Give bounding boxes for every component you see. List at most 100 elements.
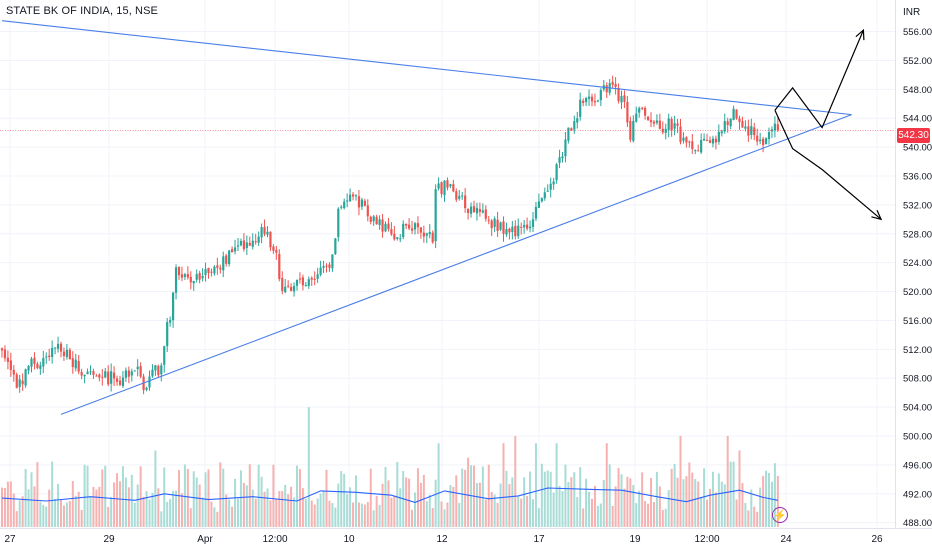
y-tick-label: 540.00 <box>903 143 932 154</box>
candle-body <box>523 224 526 228</box>
candle-body <box>236 245 240 247</box>
candle-body <box>390 229 393 235</box>
candle-body <box>764 138 768 145</box>
volume-bar <box>3 487 6 527</box>
volume-bar <box>703 468 706 527</box>
volume-bar <box>561 491 564 527</box>
volume-bar <box>396 461 399 527</box>
volume-bar <box>738 450 741 527</box>
candle-body <box>614 83 617 87</box>
y-tick-label: 556.00 <box>903 27 932 38</box>
volume-bar <box>304 498 307 527</box>
candle-body <box>711 138 715 144</box>
candle-body <box>136 366 139 370</box>
volume-bar <box>399 488 402 527</box>
candle-body <box>673 123 676 129</box>
volume-bar <box>425 501 428 527</box>
candle-body <box>561 156 564 159</box>
symbol-title[interactable]: STATE BK OF INDIA, 15, NSE <box>6 5 158 17</box>
volume-bar <box>773 463 776 527</box>
candle-body <box>351 194 355 197</box>
candle-body <box>723 121 726 132</box>
x-tick-label: 12:00 <box>262 534 287 545</box>
candle-body <box>210 271 213 273</box>
volume-bar <box>207 469 210 527</box>
candle-body <box>416 223 420 228</box>
candle-body <box>284 286 287 293</box>
volume-bar <box>667 489 670 527</box>
volume-bar <box>464 469 467 527</box>
volume-bar <box>107 506 110 527</box>
volume-bar <box>24 468 27 527</box>
candle-body <box>481 210 484 213</box>
volume-bar <box>228 499 231 527</box>
volume-bar <box>605 443 608 527</box>
volume-bar <box>644 501 647 527</box>
volume-bar <box>408 478 411 527</box>
candle-body <box>74 359 77 369</box>
volume-bar <box>290 486 293 527</box>
volume-bar <box>183 464 186 527</box>
volume-bar <box>278 491 281 527</box>
volume-bar <box>726 436 729 527</box>
volume-bar <box>275 499 278 527</box>
volume-bar <box>148 499 151 527</box>
volume-bar <box>172 490 175 527</box>
volume-bar <box>48 489 51 527</box>
volume-bar <box>647 503 650 527</box>
candle-body <box>360 199 363 207</box>
volume-bar <box>458 502 461 527</box>
y-tick-label: 536.00 <box>903 172 932 183</box>
candle-body <box>18 379 21 387</box>
volume-bar <box>18 500 21 527</box>
volume-bar <box>735 499 738 527</box>
volume-bar <box>269 500 272 527</box>
candle-body <box>617 87 620 102</box>
volume-bar <box>378 504 381 527</box>
candle-body <box>118 380 122 385</box>
volume-bar <box>570 477 573 527</box>
candle-body <box>251 240 254 247</box>
grid <box>0 0 895 528</box>
volume-bar <box>357 502 360 527</box>
volume-bar <box>632 485 635 527</box>
x-tick-label: 24 <box>780 534 792 545</box>
bullish-arrow <box>774 29 864 129</box>
volume-bar <box>629 478 632 527</box>
bearish-arrow-head <box>871 209 883 221</box>
volume-bar <box>298 469 301 527</box>
y-tick-label: 496.00 <box>903 460 932 471</box>
lightning-icon[interactable]: ⚡ <box>772 507 788 523</box>
candle-body <box>543 192 546 199</box>
volume-bar <box>74 495 77 527</box>
volume-bar <box>585 478 588 527</box>
candle-body <box>413 223 417 230</box>
candle-body <box>77 360 80 372</box>
volume-bar <box>101 469 104 527</box>
candle-body <box>54 347 57 349</box>
volume-bar <box>697 481 700 527</box>
candle-body <box>65 349 68 358</box>
candle-body <box>658 120 661 129</box>
volume-bar <box>750 489 753 527</box>
candle-body <box>145 387 148 390</box>
x-tick-label: 29 <box>103 534 115 545</box>
volume-bar <box>1 487 3 527</box>
y-tick-label: 524.00 <box>903 258 932 269</box>
candle-body <box>378 219 381 226</box>
candle-body <box>195 274 198 280</box>
volume-bar <box>393 495 396 527</box>
candle-body <box>431 232 434 243</box>
volume-bar <box>60 499 62 527</box>
candle-body <box>493 218 496 227</box>
candle-body <box>290 286 293 291</box>
currency-label: INR <box>903 7 921 18</box>
volume-bar <box>157 488 160 527</box>
x-tick-label: 26 <box>871 534 883 545</box>
volume-bar <box>723 484 726 527</box>
candle-body <box>316 274 319 279</box>
drawings[interactable] <box>0 20 895 415</box>
